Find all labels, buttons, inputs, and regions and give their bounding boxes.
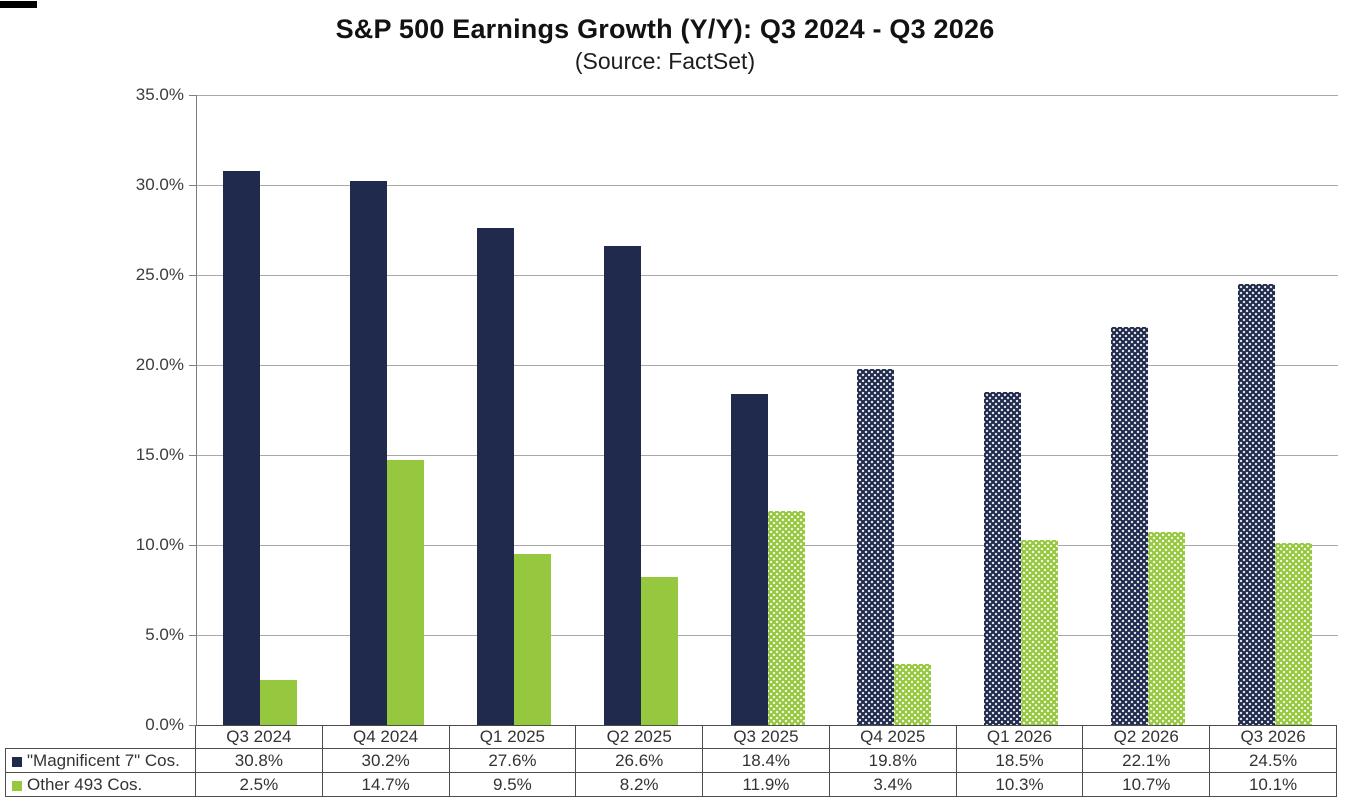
table-header-q3-2026: Q3 2026 (1209, 725, 1337, 749)
gridline-35 (197, 95, 1338, 96)
bar-other-493-q1-2026 (1021, 539, 1059, 725)
bar-other-493-q1-2025 (513, 554, 551, 725)
bar-other-493-q2-2026 (1147, 532, 1185, 725)
bar-magnificent-7-q3-2026 (1237, 284, 1275, 725)
table-header-q4-2025: Q4 2025 (828, 725, 957, 749)
bar-magnificent-7-q4-2024 (350, 181, 388, 725)
bar-magnificent-7-q1-2025 (476, 228, 514, 725)
y-axis-label-0: 0.0% (145, 715, 184, 734)
y-axis-label-5: 5.0% (145, 625, 184, 644)
bar-magnificent-7-q3-2024 (223, 170, 261, 725)
bar-other-493-q2-2025 (640, 577, 678, 725)
table-value-magnificent-7-q4-2025: 19.8% (828, 748, 957, 773)
table-value-magnificent-7-q2-2025: 26.6% (575, 748, 704, 773)
table-value-magnificent-7-q3-2024: 30.8% (195, 748, 323, 773)
table-header-q1-2025: Q1 2025 (448, 725, 577, 749)
table-value-other-493-q2-2025: 8.2% (575, 772, 704, 797)
table-value-other-493-q4-2024: 14.7% (321, 772, 450, 797)
table-value-magnificent-7-q2-2026: 22.1% (1082, 748, 1211, 773)
legend-label-magnificent-7: "Magnificent 7" Cos. (27, 750, 180, 770)
y-tick-30 (189, 185, 196, 186)
table-value-other-493-q1-2026: 10.3% (955, 772, 1084, 797)
table-value-magnificent-7-q1-2026: 18.5% (955, 748, 1084, 773)
table-value-other-493-q3-2025: 11.9% (702, 772, 830, 797)
bar-other-493-q4-2024 (387, 460, 425, 725)
cropped-edge-artifact (0, 1, 37, 8)
gridline-30 (197, 185, 1338, 186)
table-header-q3-2025: Q3 2025 (702, 725, 830, 749)
chart-title: S&P 500 Earnings Growth (Y/Y): Q3 2024 -… (335, 14, 995, 44)
y-tick-35 (189, 95, 196, 96)
table-value-other-493-q4-2025: 3.4% (828, 772, 957, 797)
table-value-magnificent-7-q3-2025: 18.4% (702, 748, 830, 773)
y-axis-label-30: 30.0% (135, 175, 184, 194)
chart-subtitle: (Source: FactSet) (574, 48, 756, 74)
table-value-magnificent-7-q4-2024: 30.2% (321, 748, 450, 773)
y-axis-label-10: 10.0% (135, 535, 184, 554)
bar-magnificent-7-q2-2025 (603, 246, 641, 725)
table-value-magnificent-7-q1-2025: 27.6% (448, 748, 577, 773)
bar-other-493-q4-2025 (894, 663, 932, 725)
y-tick-5 (189, 635, 196, 636)
table-value-other-493-q1-2025: 9.5% (448, 772, 577, 797)
bar-magnificent-7-q3-2025 (730, 393, 768, 725)
bar-other-493-q3-2025 (767, 510, 805, 725)
y-tick-15 (189, 455, 196, 456)
y-axis-label-35: 35.0% (135, 85, 184, 104)
table-header-q2-2025: Q2 2025 (575, 725, 704, 749)
legend-cell-other-493: Other 493 Cos. (5, 772, 196, 797)
y-tick-20 (189, 365, 196, 366)
data-table: Q3 2024 Q4 2024 Q1 2025 Q2 2025 Q3 2025 Q4 20… (5, 725, 1337, 797)
table-value-magnificent-7-q3-2026: 24.5% (1209, 748, 1337, 773)
table-header-q3-2024: Q3 2024 (195, 725, 323, 749)
bar-magnificent-7-q2-2026 (1110, 327, 1148, 725)
bar-magnificent-7-q4-2025 (857, 368, 895, 725)
y-tick-10 (189, 545, 196, 546)
y-tick-0 (189, 725, 196, 726)
plot-area (196, 95, 1338, 725)
legend-swatch-magnificent-7 (12, 756, 22, 767)
table-value-other-493-q3-2024: 2.5% (195, 772, 323, 797)
bar-other-493-q3-2024 (260, 680, 298, 725)
data-table-body: Q3 2024 Q4 2024 Q1 2025 Q2 2025 Q3 2025 Q4 20… (5, 725, 1337, 797)
bar-other-493-q3-2026 (1274, 543, 1312, 725)
table-value-other-493-q3-2026: 10.1% (1209, 772, 1337, 797)
table-header-q4-2024: Q4 2024 (321, 725, 450, 749)
y-tick-25 (189, 275, 196, 276)
gridline-20 (197, 365, 1338, 366)
y-axis-label-25: 25.0% (135, 265, 184, 284)
gridline-15 (197, 455, 1338, 456)
legend-cell-magnificent-7: "Magnificent 7" Cos. (5, 748, 196, 773)
table-value-other-493-q2-2026: 10.7% (1082, 772, 1211, 797)
y-axis-label-15: 15.0% (135, 445, 184, 464)
y-axis-label-20: 20.0% (135, 355, 184, 374)
table-header-q2-2026: Q2 2026 (1082, 725, 1211, 749)
legend-swatch-other-493 (12, 780, 22, 791)
gridline-25 (197, 275, 1338, 276)
legend-label-other-493: Other 493 Cos. (27, 774, 143, 794)
table-header-q1-2026: Q1 2026 (955, 725, 1084, 749)
bar-magnificent-7-q1-2026 (984, 392, 1022, 725)
